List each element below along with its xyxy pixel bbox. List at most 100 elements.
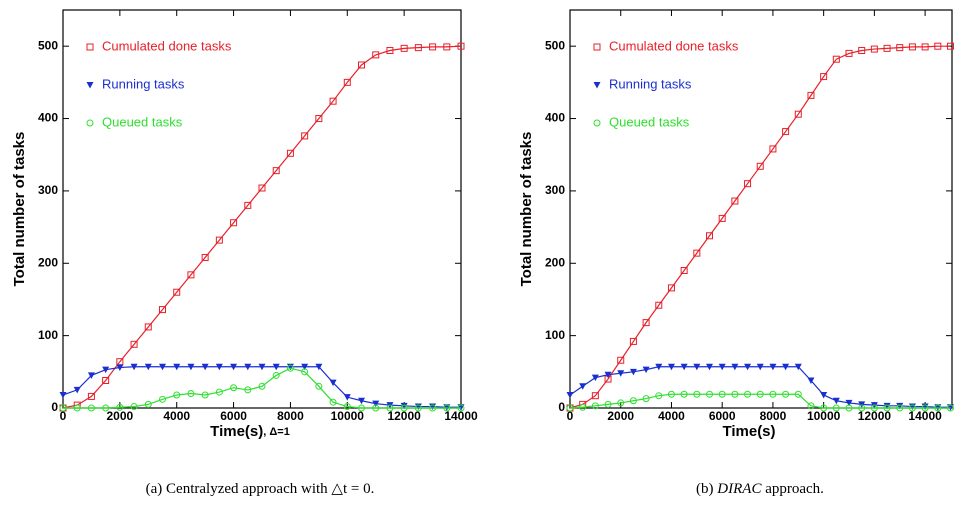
y-tick-label: 300 [545, 183, 565, 197]
marker-circle [457, 404, 465, 412]
legend-label: Running tasks [609, 76, 692, 91]
x-tick-label: 6000 [220, 409, 247, 423]
series-line [62, 366, 461, 408]
marker-triangle [272, 363, 280, 371]
marker-square [272, 167, 280, 175]
marker-square [286, 149, 294, 157]
marker-triangle [315, 363, 323, 371]
marker-circle [693, 390, 701, 398]
marker-triangle [230, 363, 238, 371]
marker-circle [73, 404, 81, 412]
marker-triangle [629, 368, 637, 376]
marker-triangle [144, 363, 152, 371]
marker-triangle [173, 363, 181, 371]
marker-triangle [718, 363, 726, 371]
series-line [569, 393, 951, 409]
marker-square [144, 323, 152, 331]
marker-triangle [782, 363, 790, 371]
marker-triangle [820, 391, 828, 399]
marker-circle [173, 391, 181, 399]
marker-triangle [896, 402, 904, 410]
marker-triangle [159, 363, 166, 371]
marker-circle [883, 404, 891, 412]
y-axis-label: Total number of tasks [518, 132, 535, 287]
marker-circle [756, 390, 764, 398]
marker-circle [896, 404, 904, 412]
x-axis-label-text: Time(s) [210, 423, 263, 440]
x-tick-label: 0 [60, 409, 67, 423]
marker-circle [593, 119, 601, 127]
marker-triangle [655, 363, 663, 371]
marker-circle [807, 402, 815, 410]
marker-circle [272, 371, 280, 379]
marker-triangle [769, 363, 777, 371]
marker-circle [566, 404, 574, 412]
marker-square [731, 197, 739, 205]
marker-circle [845, 404, 853, 412]
marker-square [756, 162, 764, 170]
marker-square [629, 337, 637, 345]
marker-circle [315, 382, 323, 390]
marker-square [820, 73, 828, 81]
y-axis-label: Total number of tasks [11, 132, 28, 287]
marker-triangle [706, 363, 714, 371]
marker-circle [329, 398, 337, 406]
marker-circle [59, 404, 67, 412]
marker-square [593, 43, 601, 51]
marker-square [896, 44, 904, 52]
marker-triangle [604, 371, 612, 379]
marker-triangle [756, 363, 764, 371]
marker-triangle [617, 370, 625, 377]
x-tick-label: 12000 [387, 409, 421, 423]
y-tick-label: 500 [38, 38, 58, 52]
marker-square [807, 91, 815, 99]
marker-circle [908, 404, 916, 412]
y-tick-label: 300 [38, 183, 58, 197]
marker-triangle [731, 363, 739, 371]
x-tick-label: 10000 [331, 409, 365, 423]
y-tick-label: 200 [38, 255, 58, 269]
marker-square [769, 145, 777, 153]
marker-triangle [258, 363, 266, 371]
marker-triangle [215, 363, 223, 371]
marker-circle [244, 386, 252, 394]
marker-square [718, 214, 726, 222]
marker-triangle [301, 363, 309, 371]
marker-circle [286, 364, 294, 372]
x-tick-label: 6000 [709, 409, 736, 423]
marker-triangle [130, 363, 138, 371]
marker-triangle [358, 397, 365, 405]
marker-circle [934, 404, 942, 412]
y-tick-label: 400 [38, 111, 58, 125]
marker-square [946, 42, 954, 50]
marker-square [921, 43, 929, 51]
marker-circle [230, 384, 238, 392]
x-tick-label: 14000 [908, 409, 942, 423]
x-axis-label: Time(s) [722, 423, 775, 440]
marker-square [858, 47, 866, 55]
marker-circle [400, 404, 408, 412]
marker-circle [429, 404, 437, 412]
marker-square [883, 44, 891, 52]
plot-frame [569, 9, 953, 409]
x-tick-label: 14000 [444, 409, 478, 423]
marker-circle [102, 404, 110, 412]
caption-part: (b) [696, 481, 717, 497]
marker-triangle [744, 363, 752, 371]
y-tick-label: 0 [51, 400, 58, 414]
caption-part: (a) Centralyzed approach with △t = 0. [146, 481, 375, 497]
marker-square [782, 128, 790, 136]
marker-square [173, 288, 181, 296]
marker-triangle [102, 366, 110, 374]
marker-square [400, 44, 408, 52]
marker-triangle [642, 366, 650, 374]
marker-triangle [201, 363, 209, 371]
marker-circle [187, 390, 195, 398]
y-tick-label: 200 [545, 255, 565, 269]
marker-circle [820, 404, 828, 412]
x-tick-label: 8000 [277, 409, 304, 423]
marker-square [443, 43, 451, 51]
x-axis-label: Time(s), Δ=1 [210, 423, 290, 440]
marker-circle [946, 404, 954, 412]
